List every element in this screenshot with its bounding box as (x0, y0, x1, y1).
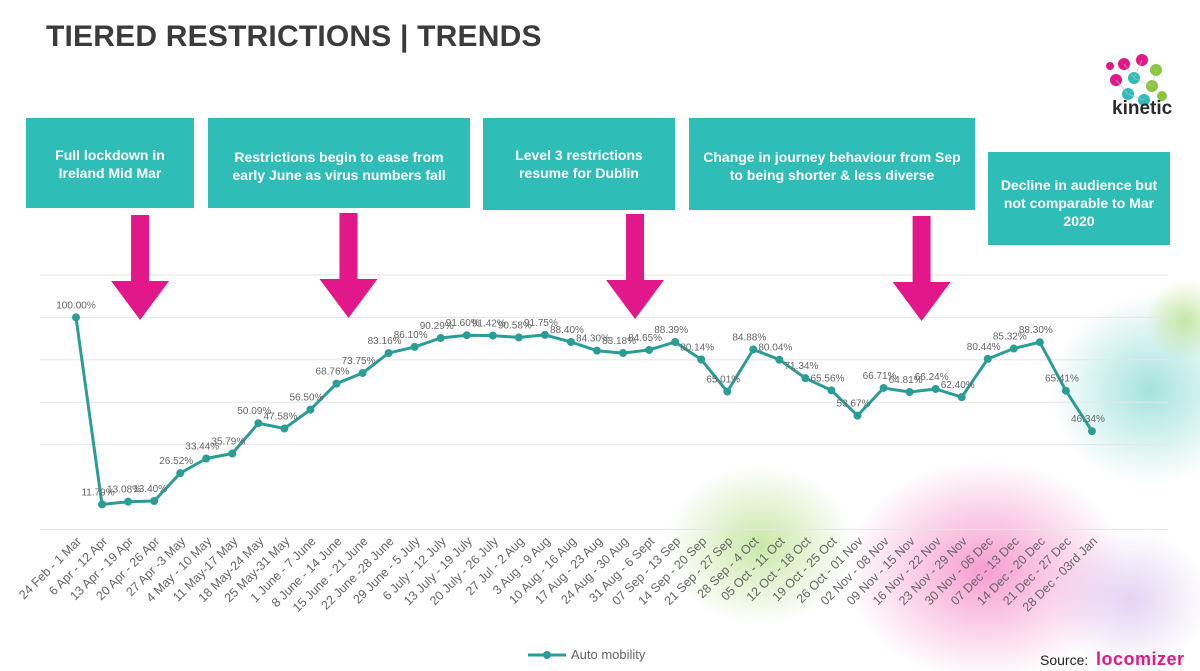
data-label: 65.01% (706, 375, 740, 386)
series-line-auto-mobility (74, 317, 1094, 506)
data-point (827, 386, 836, 395)
source-label: Source: (1040, 652, 1089, 668)
data-point (514, 333, 523, 342)
annotation-arrow (319, 213, 378, 318)
data-label: 50.09% (237, 406, 271, 417)
data-point (749, 345, 758, 354)
legend-label: Auto mobility (571, 647, 646, 662)
annotation-arrow (111, 215, 170, 320)
data-label: 64.81% (889, 375, 923, 386)
data-label: 65.56% (810, 373, 844, 384)
data-point (254, 419, 263, 428)
data-label: 84.88% (732, 332, 766, 343)
data-label: 35.79% (211, 437, 245, 448)
data-point (801, 374, 810, 383)
data-point (983, 354, 992, 363)
data-label: 91.75% (524, 318, 558, 329)
data-point (306, 405, 315, 414)
data-label: 33.44% (185, 442, 219, 453)
data-label: 91.42% (472, 319, 506, 330)
data-point (98, 500, 107, 509)
data-point (1087, 427, 1096, 436)
data-point (436, 333, 445, 342)
data-point (1061, 386, 1070, 395)
data-label: 88.40% (550, 325, 584, 336)
data-point (645, 345, 654, 354)
data-point (879, 383, 888, 392)
data-label: 62.40% (941, 380, 975, 391)
data-label: 88.30% (1019, 325, 1053, 336)
data-point (410, 342, 419, 351)
data-point (280, 424, 289, 433)
data-point (723, 387, 732, 396)
data-point (957, 393, 966, 402)
data-label: 26.52% (159, 456, 193, 467)
data-point (384, 349, 393, 358)
data-point (931, 384, 940, 393)
callout-journey-behaviour: Change in journey behaviour from Sep to … (689, 118, 975, 210)
data-point (202, 454, 211, 463)
data-point (358, 369, 367, 378)
data-label: 53.67% (837, 399, 871, 410)
data-point (72, 313, 80, 322)
data-point (488, 331, 497, 340)
data-point (1009, 344, 1018, 353)
data-label: 88.39% (654, 325, 688, 336)
data-label: 73.75% (342, 356, 376, 367)
callout-restrictions-ease: Restrictions begin to ease from early Ju… (208, 118, 470, 208)
data-point (1035, 338, 1044, 347)
brand-name: kinetic (1112, 98, 1173, 119)
data-label: 80.14% (680, 343, 714, 354)
locomizer-logo: locomizer (1096, 649, 1185, 669)
data-point (150, 496, 159, 505)
data-label: 68.76% (316, 367, 350, 378)
data-label: 66.71% (863, 371, 897, 382)
data-point (124, 497, 133, 506)
data-point (332, 379, 341, 388)
data-label: 71.34% (784, 361, 818, 372)
legend-marker (543, 651, 551, 659)
data-point (566, 337, 575, 346)
data-point (462, 331, 471, 340)
data-label: 83.18% (602, 336, 636, 347)
data-label: 83.16% (368, 336, 402, 347)
annotation-arrow (892, 216, 951, 321)
data-label: 11.79% (81, 487, 114, 498)
data-point (540, 330, 549, 339)
data-label: 100.00% (56, 300, 96, 311)
data-point (905, 388, 914, 397)
data-label: 90.58% (498, 320, 532, 331)
callout-audience-decline: Decline in audience but not comparable t… (988, 152, 1170, 245)
data-label: 13.40% (133, 484, 167, 495)
data-label: 46.34% (1071, 414, 1105, 425)
data-label: 91.60% (446, 318, 480, 329)
data-label: 86.10% (394, 330, 428, 341)
data-label: 85.32% (993, 332, 1027, 343)
page-title: TIERED RESTRICTIONS | TRENDS (46, 20, 542, 53)
data-label: 80.44% (967, 342, 1001, 353)
data-label: 13.08% (107, 485, 141, 496)
callout-level3-dublin: Level 3 restrictions resume for Dublin (483, 118, 675, 210)
data-label: 65.41% (1045, 374, 1079, 385)
data-label: 47.58% (263, 412, 297, 423)
annotation-arrow (606, 214, 665, 319)
callout-full-lockdown: Full lockdown in Ireland Mid Mar (26, 118, 194, 208)
data-point (593, 346, 601, 355)
data-label: 84.30% (576, 334, 610, 345)
data-label: 80.04% (758, 343, 792, 354)
data-label: 66.24% (915, 372, 949, 383)
data-label: 90.29% (420, 321, 454, 332)
data-point (176, 469, 185, 478)
data-label: 84.65% (628, 333, 662, 344)
data-point (619, 349, 628, 358)
data-point (671, 338, 680, 347)
data-point (228, 449, 237, 458)
data-label: 56.50% (289, 393, 323, 404)
data-point (853, 411, 862, 420)
kinetic-logo-icon (1106, 54, 1167, 106)
data-point (697, 355, 706, 364)
data-point (775, 355, 784, 364)
